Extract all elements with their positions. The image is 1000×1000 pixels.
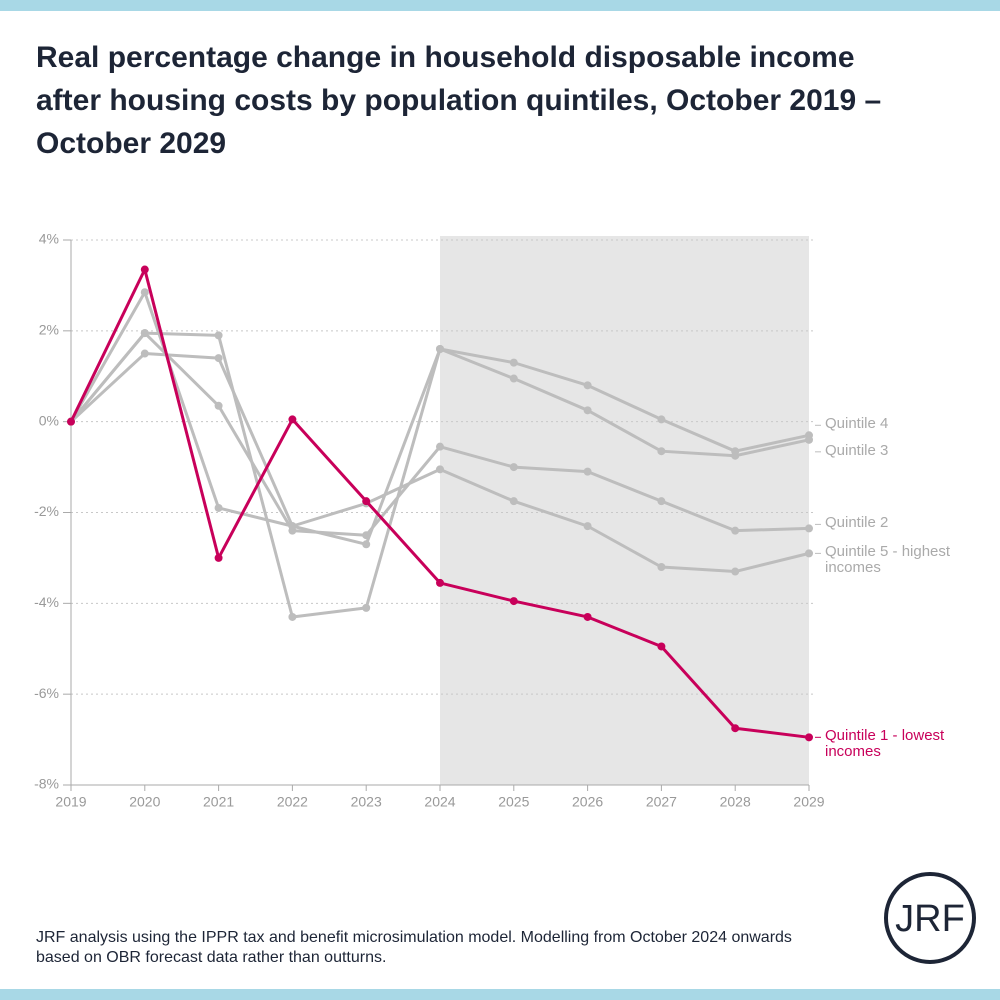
point <box>583 406 592 415</box>
point <box>583 467 592 476</box>
point <box>583 612 592 621</box>
legend-label: Quintile 4 <box>825 415 889 433</box>
legend-label: Quintile 1 - lowest incomes <box>825 727 945 761</box>
point <box>288 612 297 621</box>
x-tick-label: 2026 <box>572 794 603 810</box>
logo-ring <box>884 872 976 964</box>
point <box>805 524 813 533</box>
point <box>362 603 371 612</box>
point <box>140 265 149 274</box>
point <box>657 415 666 424</box>
point <box>657 563 666 571</box>
point <box>657 497 666 506</box>
x-tick-label: 2024 <box>424 794 455 810</box>
y-tick-label: 4% <box>39 231 59 247</box>
forecast-shade <box>440 236 809 785</box>
point <box>436 345 444 353</box>
point <box>214 354 223 363</box>
point <box>362 497 371 506</box>
y-tick-label: -4% <box>34 594 59 610</box>
x-tick-label: 2027 <box>646 794 677 810</box>
x-tick-label: 2023 <box>351 794 382 810</box>
logo: JRF <box>895 898 965 940</box>
point <box>214 331 223 340</box>
point <box>67 417 75 426</box>
bottom-bar <box>0 989 1000 1000</box>
x-tick-label: 2028 <box>720 794 751 810</box>
point <box>288 522 297 531</box>
top-bar <box>0 0 1000 11</box>
point <box>583 522 592 531</box>
footnote: JRF analysis using the IPPR tax and bene… <box>36 929 792 966</box>
point <box>509 374 518 383</box>
chart-title: Real percentage change in household disp… <box>36 41 882 160</box>
point <box>805 549 813 558</box>
point <box>214 553 223 562</box>
legend-label: Quintile 2 <box>825 514 889 532</box>
y-tick-label: 0% <box>39 412 59 428</box>
point <box>288 415 297 424</box>
point <box>140 349 149 358</box>
point <box>731 526 740 535</box>
x-tick-label: 2025 <box>498 794 529 810</box>
point <box>657 447 666 456</box>
point <box>214 401 223 410</box>
x-tick-label: 2029 <box>793 794 824 810</box>
legend-label: Quintile 5 - highest incomes <box>825 543 951 577</box>
legend-label: Quintile 3 <box>825 441 889 459</box>
y-tick-label: -8% <box>34 776 59 792</box>
point <box>362 531 371 540</box>
point <box>140 329 149 338</box>
point <box>583 381 592 390</box>
point <box>509 497 518 506</box>
point <box>805 435 813 444</box>
point <box>509 358 518 367</box>
y-tick-label: 2% <box>39 322 59 338</box>
point <box>509 597 518 606</box>
point <box>731 724 740 733</box>
point <box>362 540 371 549</box>
point <box>140 288 149 297</box>
point <box>509 463 518 472</box>
point <box>805 733 813 742</box>
x-tick-label: 2022 <box>277 794 308 810</box>
x-tick-label: 2020 <box>129 794 160 810</box>
y-tick-label: -2% <box>34 503 59 519</box>
x-tick-label: 2019 <box>55 794 86 810</box>
point <box>214 503 223 512</box>
y-tick-label: -6% <box>34 685 59 701</box>
point <box>731 451 740 460</box>
point <box>436 578 444 587</box>
point <box>731 567 740 576</box>
point <box>436 465 444 474</box>
point <box>657 642 666 651</box>
point <box>436 442 444 451</box>
x-tick-label: 2021 <box>203 794 234 810</box>
